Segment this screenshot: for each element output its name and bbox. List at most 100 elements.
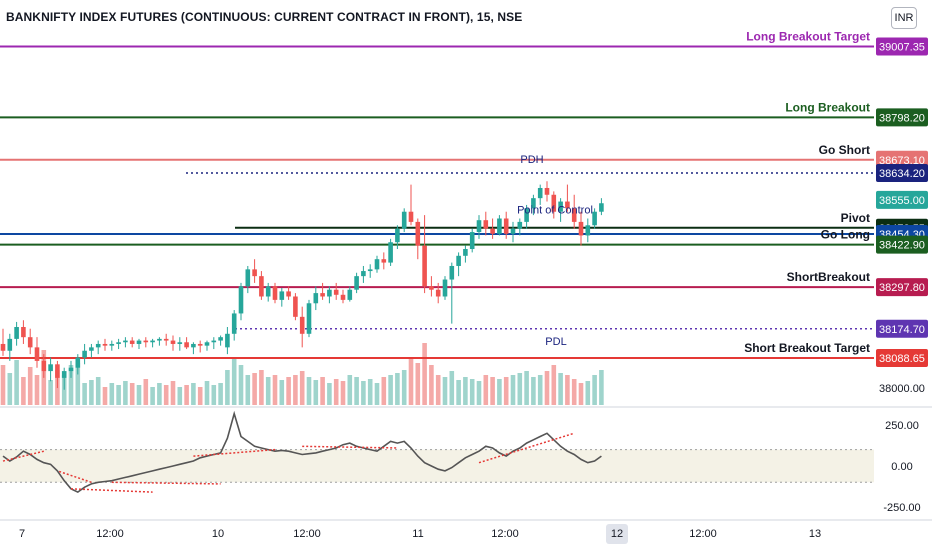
trend-line xyxy=(193,448,276,457)
candle-body xyxy=(592,211,597,226)
volume-bar xyxy=(408,357,414,405)
volume-bar xyxy=(435,375,441,405)
volume-bar xyxy=(184,385,189,405)
candle-body xyxy=(313,293,319,304)
candle-body xyxy=(367,269,373,272)
level-label: Short Breakout Target xyxy=(744,341,870,355)
price-tag xyxy=(876,348,928,367)
level-label: PDH xyxy=(520,154,543,166)
volume-bar xyxy=(469,379,475,405)
candle-body xyxy=(401,211,407,229)
candle-body xyxy=(463,249,468,256)
candle-body xyxy=(551,194,557,212)
candle-body xyxy=(517,221,523,229)
candle-body xyxy=(109,343,115,346)
volume-bar xyxy=(565,375,570,405)
candle-body xyxy=(150,340,155,343)
candle-body xyxy=(531,198,536,209)
volume-bar xyxy=(286,377,291,405)
volume-bar xyxy=(374,383,380,405)
volume-bar xyxy=(7,373,13,405)
candle-body xyxy=(327,289,332,297)
volume-bar xyxy=(259,370,264,405)
price-tag-label: 38422.90 xyxy=(879,240,925,252)
volume-bar xyxy=(306,377,312,405)
candle-body xyxy=(116,342,121,344)
volume-bar xyxy=(293,375,298,405)
volume-bar xyxy=(497,379,502,405)
volume-bar xyxy=(483,375,489,405)
candle-body xyxy=(286,291,291,297)
volume-bar xyxy=(157,383,162,405)
volume-bar xyxy=(320,377,325,405)
volume-bar xyxy=(225,370,230,405)
annotation-label: Point of Control xyxy=(517,205,593,217)
volume-bar xyxy=(231,357,237,405)
volume-bar xyxy=(327,383,332,405)
volume-bar xyxy=(524,371,529,405)
oscillator-axis-label: 250.00 xyxy=(885,420,919,432)
candle-body xyxy=(361,271,366,277)
volume-bar xyxy=(517,373,523,405)
candle-body xyxy=(537,187,543,199)
volume-bar xyxy=(599,370,604,405)
volume-bar xyxy=(429,365,434,405)
level-label: ShortBreakout xyxy=(787,270,870,284)
volume-bar xyxy=(578,383,584,405)
volume-bar xyxy=(218,383,223,405)
candle-body xyxy=(123,340,128,343)
time-axis-current-label: 12 xyxy=(611,528,623,540)
currency-button[interactable]: INR xyxy=(891,7,917,29)
current-time-marker xyxy=(606,524,628,544)
volume-bar xyxy=(340,381,346,405)
candle-body xyxy=(299,316,305,334)
volume-bar xyxy=(381,377,387,405)
candle-body xyxy=(82,350,87,358)
volume-bar xyxy=(361,381,366,405)
time-axis-label: 12:00 xyxy=(96,528,124,540)
candle-body xyxy=(204,342,210,346)
candle-body xyxy=(143,340,149,343)
volume-bar xyxy=(245,375,251,405)
candle-body xyxy=(61,371,67,378)
candle-body xyxy=(442,279,448,297)
candle-body xyxy=(469,232,475,250)
volume-bar xyxy=(150,387,155,405)
volume-bar xyxy=(82,383,87,405)
volume-bar xyxy=(510,375,516,405)
candle-body xyxy=(279,291,285,300)
oscillator-axis-label: 0.00 xyxy=(891,461,912,473)
volume-bar xyxy=(415,363,421,405)
volume-bar xyxy=(191,383,196,405)
volume-bar xyxy=(170,381,176,405)
candle-body xyxy=(449,265,455,280)
candle-body xyxy=(558,201,563,212)
volume-bar xyxy=(197,387,203,405)
candle-body xyxy=(544,187,550,195)
candle-body xyxy=(395,228,400,243)
candle-body xyxy=(578,221,584,236)
volume-bar xyxy=(68,365,74,405)
candle-body xyxy=(170,340,176,344)
volume-bar xyxy=(279,380,285,405)
candle-body xyxy=(435,289,441,297)
volume-bar xyxy=(442,377,448,405)
candle-body xyxy=(429,286,434,290)
time-axis-label: 10 xyxy=(212,528,224,540)
volume-bar xyxy=(571,379,577,405)
price-tag-label: 38634.20 xyxy=(879,168,925,180)
volume-bar xyxy=(116,385,121,405)
volume-bar xyxy=(585,381,591,405)
volume-bar xyxy=(61,375,67,405)
volume-bar xyxy=(95,377,101,405)
trend-line xyxy=(478,432,575,464)
time-axis-label: 12:00 xyxy=(491,528,519,540)
price-tag-label: 38088.65 xyxy=(879,353,925,365)
candle-body xyxy=(48,364,53,372)
candle-body xyxy=(490,228,495,234)
level-label: Long Breakout Target xyxy=(746,29,870,43)
candle-body xyxy=(34,347,40,361)
candle-body xyxy=(191,343,196,348)
price-tag xyxy=(876,319,928,338)
